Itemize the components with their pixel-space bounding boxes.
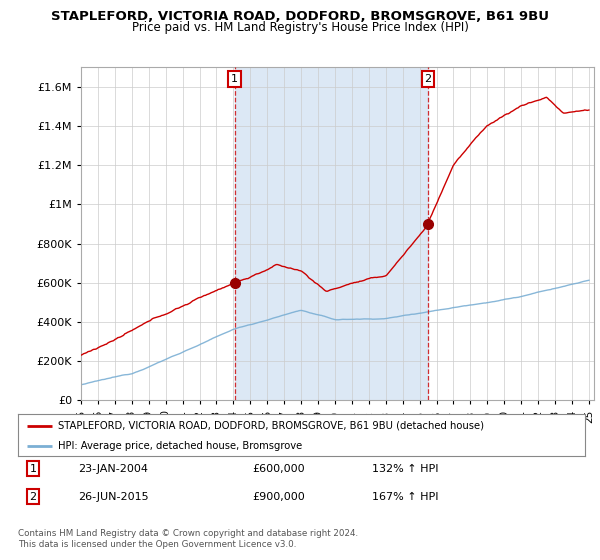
Text: £900,000: £900,000 <box>252 492 305 502</box>
Text: 1: 1 <box>231 74 238 84</box>
Text: 167% ↑ HPI: 167% ↑ HPI <box>372 492 439 502</box>
Text: 132% ↑ HPI: 132% ↑ HPI <box>372 464 439 474</box>
Text: HPI: Average price, detached house, Bromsgrove: HPI: Average price, detached house, Brom… <box>58 441 302 451</box>
Text: STAPLEFORD, VICTORIA ROAD, DODFORD, BROMSGROVE, B61 9BU: STAPLEFORD, VICTORIA ROAD, DODFORD, BROM… <box>51 10 549 22</box>
Bar <box>235 67 428 400</box>
Text: Contains HM Land Registry data © Crown copyright and database right 2024.
This d: Contains HM Land Registry data © Crown c… <box>18 529 358 549</box>
Text: Price paid vs. HM Land Registry's House Price Index (HPI): Price paid vs. HM Land Registry's House … <box>131 21 469 34</box>
Text: £600,000: £600,000 <box>252 464 305 474</box>
Text: STAPLEFORD, VICTORIA ROAD, DODFORD, BROMSGROVE, B61 9BU (detached house): STAPLEFORD, VICTORIA ROAD, DODFORD, BROM… <box>58 421 484 431</box>
Text: 23-JAN-2004: 23-JAN-2004 <box>78 464 148 474</box>
Text: 2: 2 <box>29 492 37 502</box>
Text: 26-JUN-2015: 26-JUN-2015 <box>78 492 149 502</box>
Text: 2: 2 <box>425 74 431 84</box>
Text: 1: 1 <box>29 464 37 474</box>
